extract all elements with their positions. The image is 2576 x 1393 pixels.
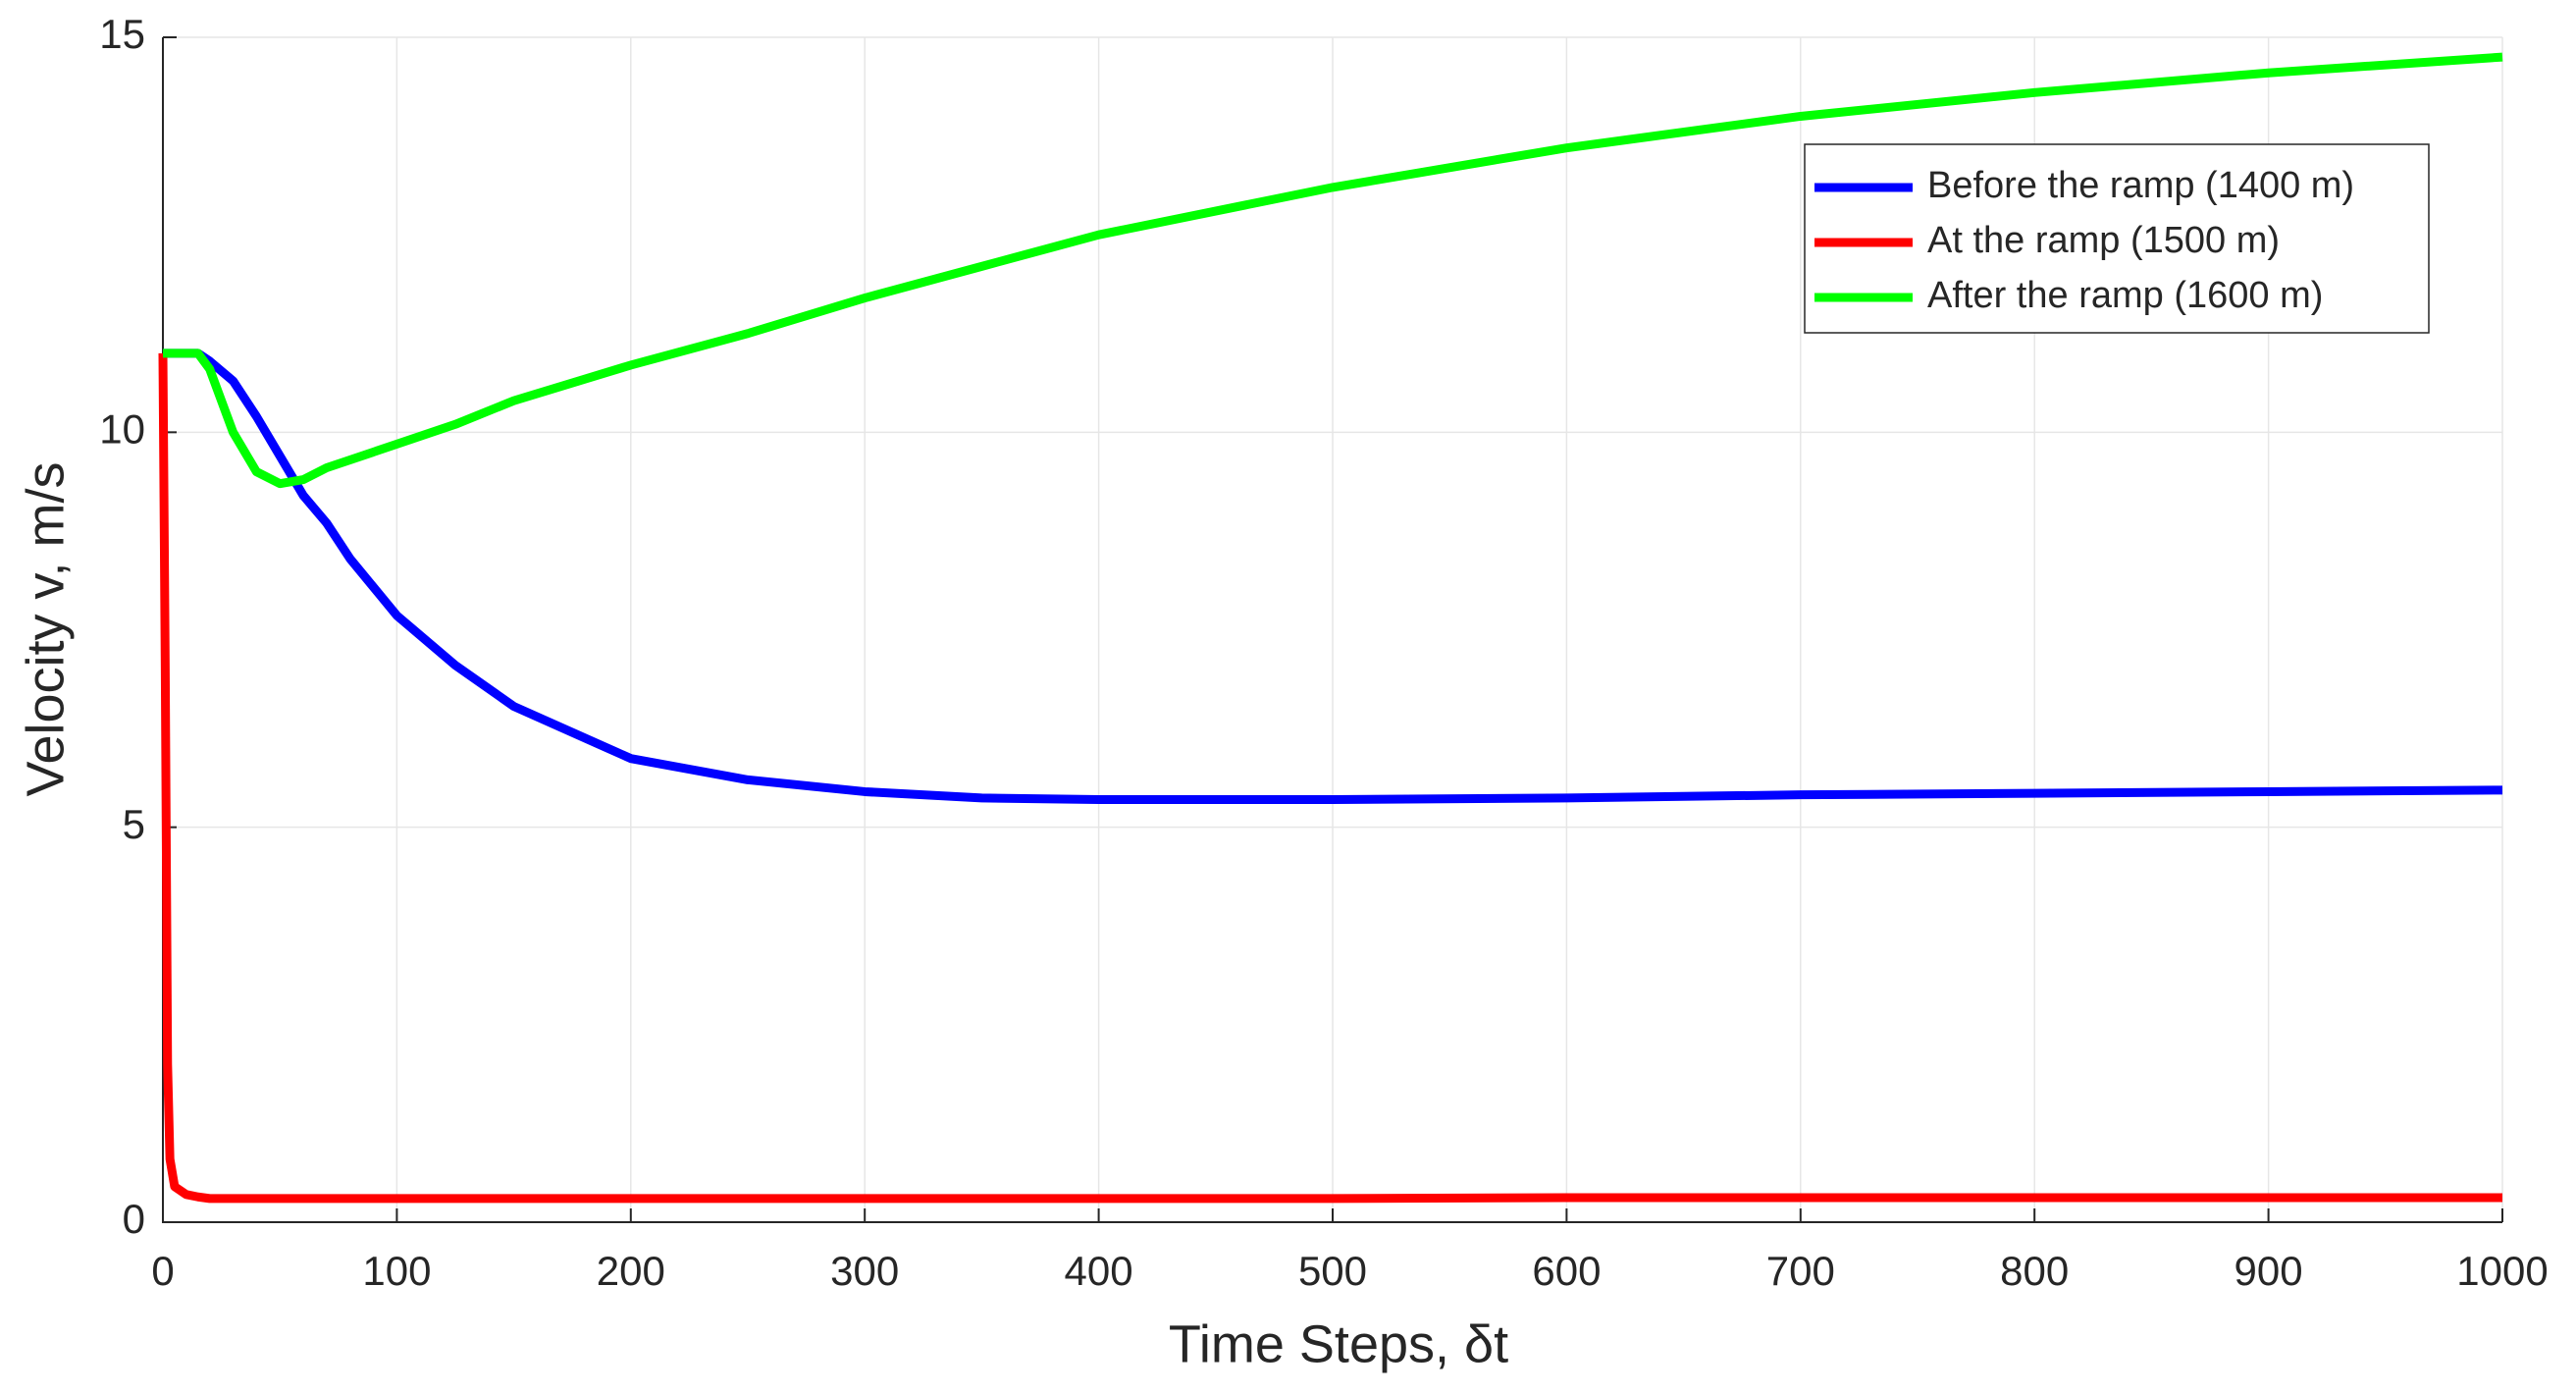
x-tick-label: 600 [1532,1248,1601,1294]
x-tick-label: 300 [830,1248,899,1294]
legend-label: At the ramp (1500 m) [1927,220,2280,261]
x-axis-label: Time Steps, δt [1169,1314,1508,1373]
x-tick-label: 500 [1298,1248,1367,1294]
x-tick-label: 100 [362,1248,431,1294]
series-line [158,352,2502,1204]
x-tick-label: 700 [1766,1248,1835,1294]
y-axis-label: Velocity v, m/s [16,461,75,796]
x-tick-label: 1000 [2456,1248,2548,1294]
x-tick-label: 800 [2000,1248,2069,1294]
series-line [160,52,2503,489]
y-tick-label: 5 [123,801,145,847]
y-tick-label: 10 [99,405,145,452]
y-tick-label: 15 [99,11,145,57]
legend-label: After the ramp (1600 m) [1927,275,2323,316]
x-tick-label: 200 [597,1248,665,1294]
x-tick-label: 0 [151,1248,174,1294]
x-tick-label: 900 [2234,1248,2303,1294]
x-tick-label: 400 [1065,1248,1133,1294]
y-tick-label: 0 [123,1196,145,1242]
legend-label: Before the ramp (1400 m) [1927,165,2354,206]
